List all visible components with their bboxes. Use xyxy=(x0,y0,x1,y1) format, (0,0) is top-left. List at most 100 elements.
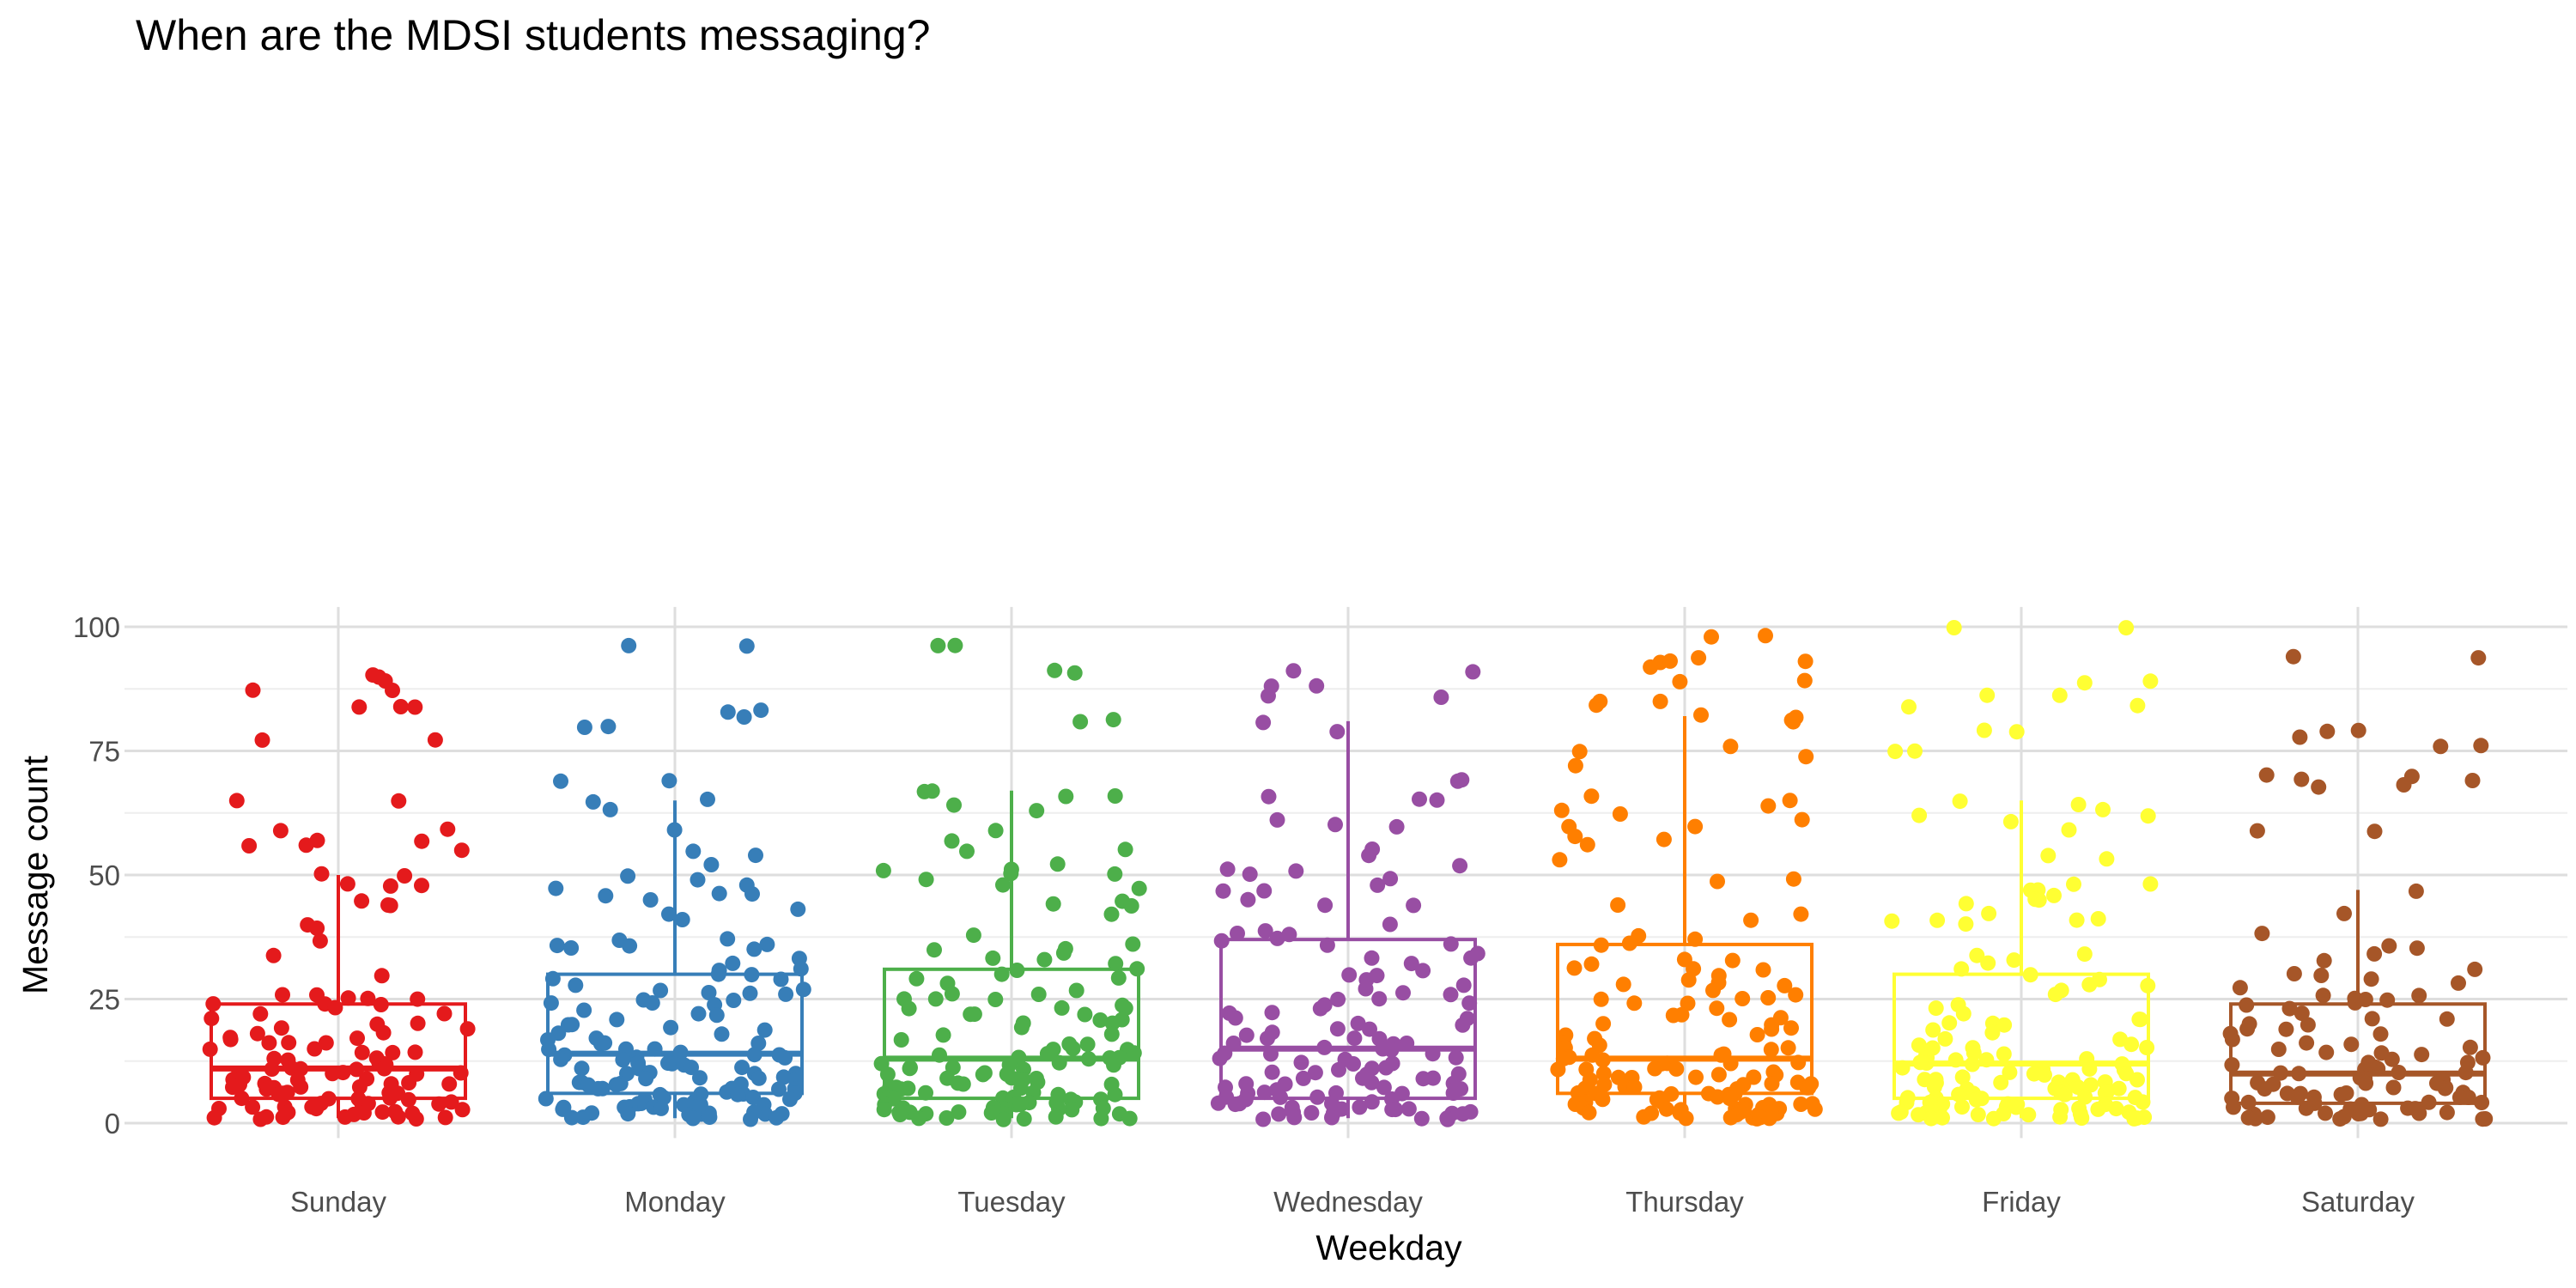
data-point xyxy=(2037,1066,2052,1083)
data-point xyxy=(325,1066,341,1082)
data-point xyxy=(1764,1021,1780,1037)
data-point xyxy=(1064,1102,1080,1118)
data-point xyxy=(1131,880,1147,896)
data-point xyxy=(1030,987,1047,1002)
data-point xyxy=(2289,1089,2306,1105)
data-point xyxy=(1901,699,1917,715)
data-point xyxy=(995,877,1011,893)
data-point xyxy=(2069,912,2085,928)
data-point xyxy=(1364,1074,1380,1091)
data-point xyxy=(1758,628,1773,644)
data-point xyxy=(902,1060,918,1077)
data-point xyxy=(1370,877,1386,893)
data-point xyxy=(2460,1090,2476,1105)
data-point xyxy=(685,1110,702,1127)
data-point xyxy=(725,955,741,971)
box-iqr xyxy=(1219,938,1477,1101)
series-wednesday xyxy=(1210,663,1485,1127)
data-point xyxy=(1710,1066,1727,1083)
data-point xyxy=(1710,1089,1726,1105)
data-point xyxy=(2462,1039,2478,1055)
data-point xyxy=(410,991,426,1007)
data-point xyxy=(1288,863,1304,879)
data-point xyxy=(1445,1085,1461,1101)
data-point xyxy=(1735,991,1751,1006)
data-point xyxy=(1439,1111,1455,1127)
data-point xyxy=(1761,1110,1777,1127)
data-point xyxy=(228,793,245,809)
data-point xyxy=(273,1020,289,1036)
data-point xyxy=(663,1019,679,1036)
data-point xyxy=(1227,1010,1243,1026)
data-point xyxy=(1219,861,1236,878)
data-point xyxy=(708,1007,725,1024)
data-point xyxy=(1672,673,1688,690)
data-point xyxy=(773,971,789,987)
data-point xyxy=(1595,1091,1611,1108)
data-point xyxy=(1293,1054,1309,1071)
data-point xyxy=(2129,1072,2145,1088)
data-point xyxy=(234,1091,250,1107)
box-iqr xyxy=(1556,942,1814,1096)
data-point xyxy=(437,1109,453,1126)
data-point xyxy=(1125,936,1141,952)
data-point xyxy=(1309,1089,1326,1105)
data-point xyxy=(782,1091,798,1108)
data-point xyxy=(1965,1045,1982,1061)
data-point xyxy=(769,1109,785,1126)
data-point xyxy=(879,1066,896,1083)
data-point xyxy=(576,1002,592,1018)
data-point xyxy=(1429,792,1445,808)
data-point xyxy=(1907,743,1923,759)
data-point xyxy=(1722,738,1739,755)
data-point xyxy=(932,1047,947,1063)
data-point xyxy=(672,1044,689,1060)
data-point xyxy=(2131,1012,2148,1028)
data-point xyxy=(281,1035,297,1051)
data-point xyxy=(1213,933,1230,949)
data-point xyxy=(1946,620,1962,635)
data-point xyxy=(1462,1103,1479,1120)
data-point xyxy=(206,1109,222,1126)
data-point xyxy=(2451,975,2466,991)
data-point xyxy=(340,990,356,1006)
data-point xyxy=(1260,1030,1275,1047)
data-point xyxy=(1065,1041,1081,1056)
data-point xyxy=(1571,744,1588,760)
data-point xyxy=(1316,1039,1333,1055)
data-point xyxy=(742,985,758,1001)
data-point xyxy=(2099,851,2115,867)
data-point xyxy=(2254,926,2270,942)
data-point xyxy=(1048,1109,1064,1125)
data-point xyxy=(1647,1060,1663,1077)
data-point xyxy=(541,1042,557,1058)
data-point xyxy=(1309,677,1325,694)
data-point xyxy=(307,1041,323,1057)
data-point xyxy=(1777,977,1793,993)
data-point xyxy=(1378,1060,1394,1076)
data-point xyxy=(431,1096,447,1112)
data-point xyxy=(1330,991,1346,1007)
data-point xyxy=(2136,1109,2153,1126)
data-point xyxy=(2474,1095,2490,1110)
data-point xyxy=(2020,1107,2037,1123)
data-point xyxy=(1227,1097,1243,1113)
data-point xyxy=(2118,620,2135,636)
data-point xyxy=(759,936,775,952)
data-point xyxy=(939,1110,955,1126)
data-point xyxy=(1691,650,1707,666)
data-point xyxy=(1263,1046,1279,1062)
data-point xyxy=(1947,1052,1964,1068)
data-point xyxy=(1210,1095,1226,1111)
data-point xyxy=(2318,1044,2335,1060)
data-point xyxy=(351,699,368,715)
data-point xyxy=(1225,1036,1242,1051)
data-point xyxy=(2002,1064,2018,1080)
data-point xyxy=(2291,1066,2307,1082)
data-point xyxy=(2061,822,2077,838)
data-point xyxy=(318,1035,334,1051)
data-point xyxy=(2008,724,2025,740)
data-point xyxy=(254,732,270,748)
data-point xyxy=(544,970,561,987)
